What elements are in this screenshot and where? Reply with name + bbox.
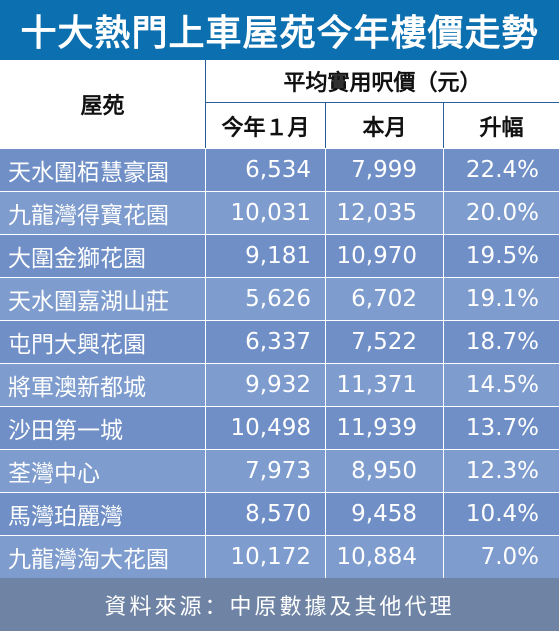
estate-name: 屯門大興花園 <box>0 320 205 363</box>
month-price: 10,970 <box>325 234 443 277</box>
jan-price: 10,172 <box>205 535 325 578</box>
month-price: 7,522 <box>325 320 443 363</box>
header-this-month: 本月 <box>325 103 443 148</box>
jan-price: 6,337 <box>205 320 325 363</box>
table-row: 馬灣珀麗灣 8,570 9,458 10.4% <box>0 492 559 535</box>
month-price: 12,035 <box>325 191 443 234</box>
table-row: 屯門大興花園 6,337 7,522 18.7% <box>0 320 559 363</box>
jan-price: 7,973 <box>205 449 325 492</box>
estate-name: 荃灣中心 <box>0 449 205 492</box>
table-row: 大圍金獅花園 9,181 10,970 19.5% <box>0 234 559 277</box>
estate-name: 九龍灣淘大花園 <box>0 535 205 578</box>
month-price: 8,950 <box>325 449 443 492</box>
rise-percent: 13.7% <box>443 406 559 449</box>
rise-percent: 14.5% <box>443 363 559 406</box>
rise-percent: 22.4% <box>443 148 559 191</box>
estate-name: 九龍灣得寶花園 <box>0 191 205 234</box>
estate-name: 天水圍嘉湖山莊 <box>0 277 205 320</box>
rise-percent: 19.1% <box>443 277 559 320</box>
rise-percent: 12.3% <box>443 449 559 492</box>
rise-percent: 18.7% <box>443 320 559 363</box>
month-price: 6,702 <box>325 277 443 320</box>
table-body: 天水圍栢慧豪園 6,534 7,999 22.4% 九龍灣得寶花園 10,031… <box>0 148 559 578</box>
source-note: 資料來源：中原數據及其他代理 <box>0 578 559 631</box>
header-rise: 升幅 <box>443 103 559 148</box>
table-row: 天水圍栢慧豪園 6,534 7,999 22.4% <box>0 148 559 191</box>
month-price: 11,939 <box>325 406 443 449</box>
rise-percent: 7.0% <box>443 535 559 578</box>
month-price: 9,458 <box>325 492 443 535</box>
jan-price: 10,498 <box>205 406 325 449</box>
estate-name: 大圍金獅花園 <box>0 234 205 277</box>
rise-percent: 19.5% <box>443 234 559 277</box>
jan-price: 5,626 <box>205 277 325 320</box>
jan-price: 10,031 <box>205 191 325 234</box>
month-price: 7,999 <box>325 148 443 191</box>
table-row: 沙田第一城 10,498 11,939 13.7% <box>0 406 559 449</box>
jan-price: 8,570 <box>205 492 325 535</box>
month-price: 11,371 <box>325 363 443 406</box>
header-avg-price: 平均實用呎價（元） <box>205 60 559 103</box>
jan-price: 9,932 <box>205 363 325 406</box>
table-row: 天水圍嘉湖山莊 5,626 6,702 19.1% <box>0 277 559 320</box>
header-estate: 屋苑 <box>0 60 205 148</box>
jan-price: 6,534 <box>205 148 325 191</box>
jan-price: 9,181 <box>205 234 325 277</box>
table-title: 十大熱門上車屋苑今年樓價走勢 <box>0 0 559 60</box>
rise-percent: 10.4% <box>443 492 559 535</box>
estate-name: 沙田第一城 <box>0 406 205 449</box>
estate-name: 將軍澳新都城 <box>0 363 205 406</box>
table-row: 九龍灣淘大花園 10,172 10,884 7.0% <box>0 535 559 578</box>
table-row: 荃灣中心 7,973 8,950 12.3% <box>0 449 559 492</box>
estate-name: 馬灣珀麗灣 <box>0 492 205 535</box>
table-row: 將軍澳新都城 9,932 11,371 14.5% <box>0 363 559 406</box>
estate-name: 天水圍栢慧豪園 <box>0 148 205 191</box>
month-price: 10,884 <box>325 535 443 578</box>
header-jan: 今年１月 <box>205 103 325 148</box>
table-row: 九龍灣得寶花園 10,031 12,035 20.0% <box>0 191 559 234</box>
rise-percent: 20.0% <box>443 191 559 234</box>
